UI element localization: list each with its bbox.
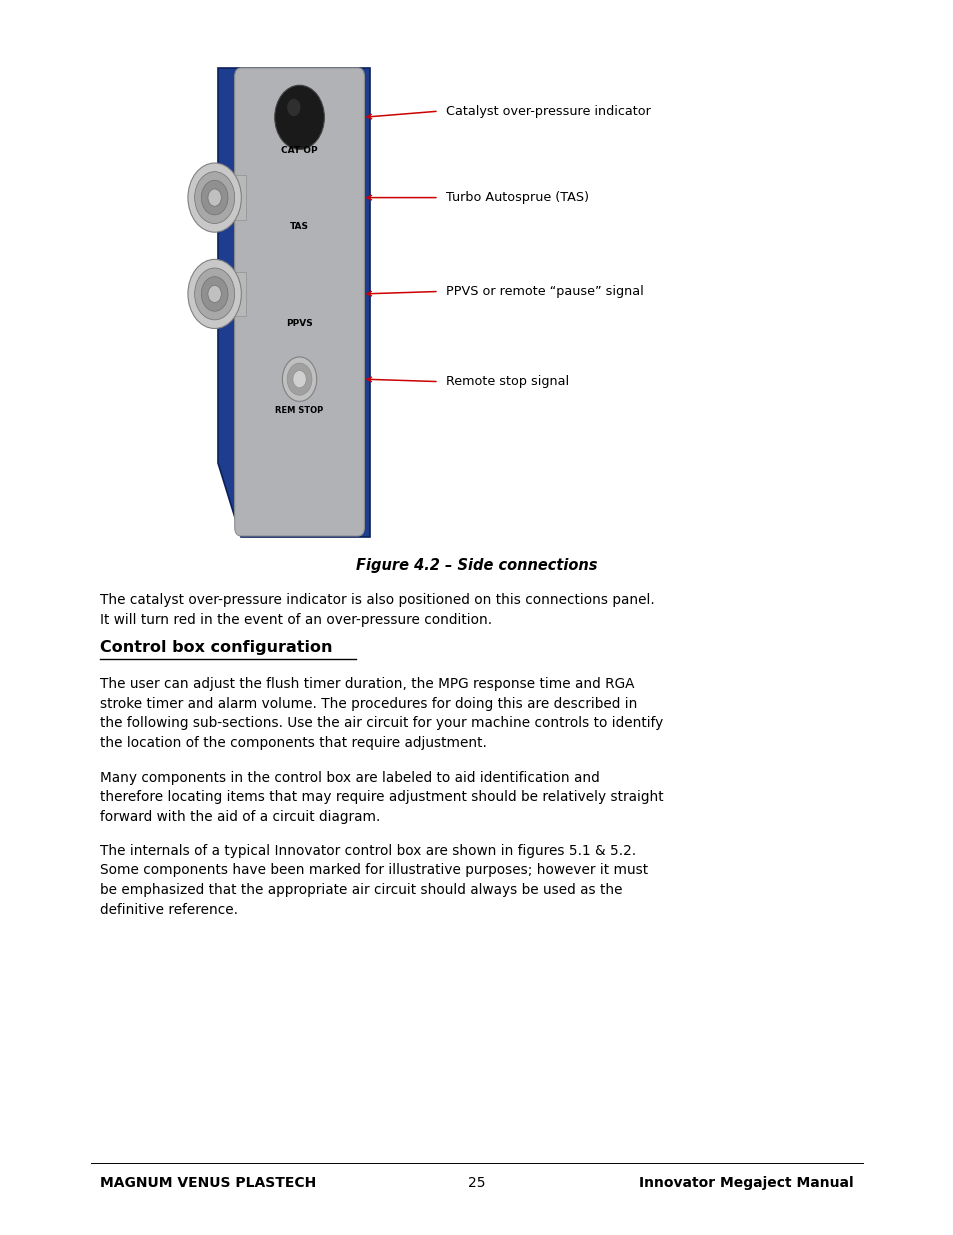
- Polygon shape: [217, 68, 370, 537]
- Text: The user can adjust the flush timer duration, the MPG response time and RGA: The user can adjust the flush timer dura…: [100, 677, 634, 690]
- Circle shape: [188, 163, 241, 232]
- FancyBboxPatch shape: [234, 68, 364, 536]
- Circle shape: [208, 189, 221, 206]
- Circle shape: [282, 357, 316, 401]
- Text: Some components have been marked for illustrative purposes; however it must: Some components have been marked for ill…: [100, 863, 648, 877]
- Text: Innovator Megaject Manual: Innovator Megaject Manual: [639, 1176, 853, 1189]
- Bar: [214, 272, 246, 316]
- Circle shape: [274, 85, 324, 149]
- Circle shape: [287, 363, 312, 395]
- Text: Many components in the control box are labeled to aid identification and: Many components in the control box are l…: [100, 771, 599, 784]
- Text: REM STOP: REM STOP: [275, 405, 323, 415]
- Text: TAS: TAS: [290, 221, 309, 231]
- Text: Remote stop signal: Remote stop signal: [446, 375, 569, 388]
- Text: therefore locating items that may require adjustment should be relatively straig: therefore locating items that may requir…: [100, 790, 663, 804]
- Text: forward with the aid of a circuit diagram.: forward with the aid of a circuit diagra…: [100, 810, 380, 824]
- Text: 25: 25: [468, 1176, 485, 1189]
- Bar: [214, 175, 246, 220]
- Text: Figure 4.2 – Side connections: Figure 4.2 – Side connections: [355, 558, 598, 573]
- Text: CAT OP: CAT OP: [281, 146, 317, 156]
- Text: Control box configuration: Control box configuration: [100, 640, 333, 655]
- Text: The internals of a typical Innovator control box are shown in figures 5.1 & 5.2.: The internals of a typical Innovator con…: [100, 844, 636, 857]
- Circle shape: [194, 268, 234, 320]
- FancyArrowPatch shape: [367, 291, 436, 296]
- Text: definitive reference.: definitive reference.: [100, 903, 238, 916]
- Text: the location of the components that require adjustment.: the location of the components that requ…: [100, 736, 487, 750]
- Text: It will turn red in the event of an over-pressure condition.: It will turn red in the event of an over…: [100, 613, 492, 626]
- Text: the following sub-sections. Use the air circuit for your machine controls to ide: the following sub-sections. Use the air …: [100, 716, 662, 730]
- Circle shape: [293, 370, 306, 388]
- Circle shape: [201, 180, 228, 215]
- Circle shape: [287, 99, 300, 116]
- Text: MAGNUM VENUS PLASTECH: MAGNUM VENUS PLASTECH: [100, 1176, 316, 1189]
- Circle shape: [201, 277, 228, 311]
- Circle shape: [194, 172, 234, 224]
- Text: Catalyst over-pressure indicator: Catalyst over-pressure indicator: [446, 105, 651, 117]
- Text: PPVS: PPVS: [286, 319, 313, 329]
- Text: The catalyst over-pressure indicator is also positioned on this connections pane: The catalyst over-pressure indicator is …: [100, 593, 654, 606]
- Text: be emphasized that the appropriate air circuit should always be used as the: be emphasized that the appropriate air c…: [100, 883, 622, 897]
- Text: Turbo Autosprue (TAS): Turbo Autosprue (TAS): [446, 191, 589, 204]
- FancyArrowPatch shape: [367, 195, 436, 200]
- Circle shape: [208, 285, 221, 303]
- FancyArrowPatch shape: [367, 111, 436, 119]
- Text: PPVS or remote “pause” signal: PPVS or remote “pause” signal: [446, 285, 643, 298]
- Text: stroke timer and alarm volume. The procedures for doing this are described in: stroke timer and alarm volume. The proce…: [100, 697, 637, 710]
- Circle shape: [188, 259, 241, 329]
- FancyArrowPatch shape: [367, 377, 436, 382]
